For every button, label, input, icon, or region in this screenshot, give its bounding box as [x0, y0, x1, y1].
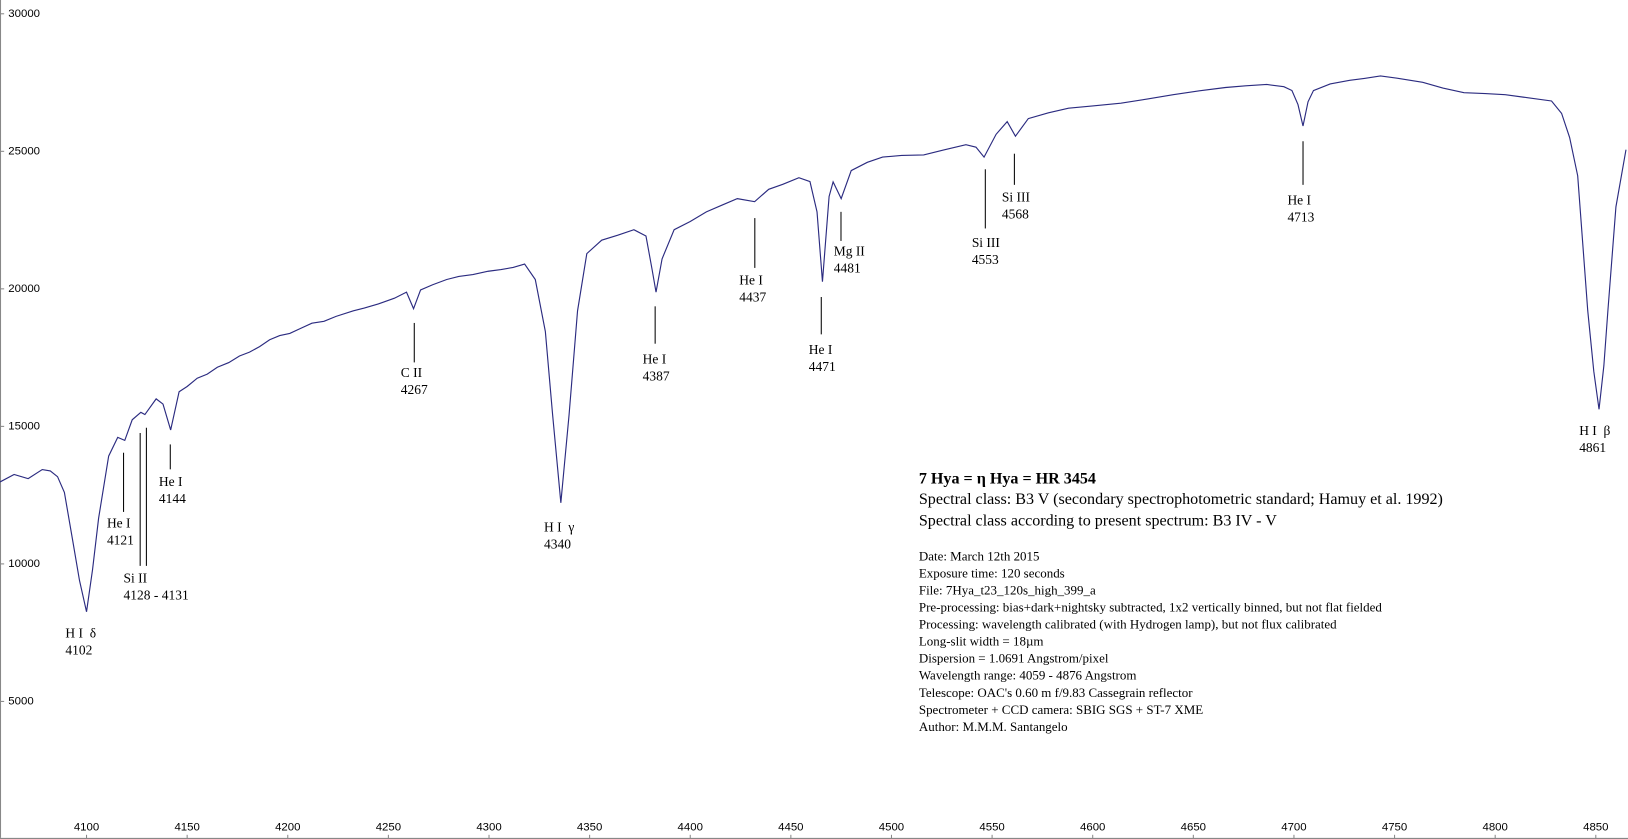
- y-tick-label: 5000: [8, 695, 33, 707]
- x-tick-label: 4100: [74, 822, 99, 834]
- x-tick-label: 4700: [1281, 822, 1306, 834]
- note-line: Exposure time: 120 seconds: [919, 566, 1065, 581]
- line-wavelength: 4121: [107, 533, 134, 548]
- line-species: He I: [809, 342, 833, 357]
- line-species: He I: [643, 351, 667, 366]
- note-line: File: 7Hya_t23_120s_high_399_a: [919, 583, 1096, 598]
- y-tick-label: 10000: [8, 558, 40, 570]
- line-species: H I γ: [544, 520, 574, 535]
- line-wavelength: 4437: [739, 290, 766, 305]
- note-line: Date: March 12th 2015: [919, 549, 1040, 564]
- line-wavelength: 4340: [544, 537, 571, 552]
- line-wavelength: 4144: [159, 491, 186, 506]
- line-species: He I: [1287, 193, 1311, 208]
- info-line: Spectral class according to present spec…: [919, 512, 1277, 529]
- note-line: Long-slit width = 18µm: [919, 634, 1044, 649]
- line-species: Si II: [124, 570, 148, 585]
- note-line: Spectrometer + CCD camera: SBIG SGS + ST…: [919, 702, 1203, 717]
- x-tick-label: 4400: [678, 822, 703, 834]
- note-line: Wavelength range: 4059 - 4876 Angstrom: [919, 668, 1137, 683]
- x-tick-label: 4650: [1181, 822, 1206, 834]
- x-tick-label: 4500: [879, 822, 904, 834]
- line-species: He I: [159, 474, 183, 489]
- note-line: Telescope: OAC's 0.60 m f/9.83 Cassegrai…: [919, 685, 1193, 700]
- line-species: H I β: [1579, 423, 1610, 438]
- line-species: He I: [107, 515, 131, 530]
- line-wavelength: 4128 - 4131: [124, 588, 189, 603]
- x-tick-label: 4450: [778, 822, 803, 834]
- x-tick-label: 4300: [476, 822, 501, 834]
- x-tick-label: 4350: [577, 822, 602, 834]
- line-species: He I: [739, 273, 763, 288]
- x-tick-label: 4250: [376, 822, 401, 834]
- note-line: Author: M.M.M. Santangelo: [919, 719, 1068, 734]
- spectrum-line: [0, 75, 1627, 612]
- line-species: H I δ: [65, 626, 96, 641]
- x-tick-label: 4550: [979, 822, 1004, 834]
- x-tick-label: 4600: [1080, 822, 1105, 834]
- x-tick-label: 4800: [1482, 822, 1507, 834]
- x-tick-label: 4200: [275, 822, 300, 834]
- line-wavelength: 4713: [1287, 210, 1314, 225]
- note-line: Processing: wavelength calibrated (with …: [919, 617, 1337, 632]
- line-wavelength: 4481: [834, 261, 861, 276]
- line-wavelength: 4861: [1579, 440, 1606, 455]
- line-species: Mg II: [834, 243, 866, 258]
- info-title: 7 Hya = η Hya = HR 3454: [919, 470, 1096, 487]
- line-wavelength: 4568: [1002, 207, 1029, 222]
- y-tick-label: 30000: [8, 8, 40, 20]
- info-line: Spectral class: B3 V (secondary spectrop…: [919, 491, 1443, 508]
- y-tick-label: 25000: [8, 145, 40, 157]
- note-line: Dispersion = 1.0691 Angstrom/pixel: [919, 651, 1109, 666]
- line-wavelength: 4102: [65, 643, 92, 658]
- line-species: Si III: [972, 235, 1001, 250]
- x-tick-label: 4850: [1583, 822, 1608, 834]
- y-tick-label: 15000: [8, 420, 40, 432]
- note-line: Pre-processing: bias+dark+nightsky subtr…: [919, 600, 1383, 615]
- line-species: C II: [401, 365, 423, 380]
- line-wavelength: 4471: [809, 359, 836, 374]
- line-wavelength: 4267: [401, 382, 428, 397]
- line-wavelength: 4387: [643, 369, 670, 384]
- x-tick-label: 4750: [1382, 822, 1407, 834]
- line-species: Si III: [1002, 189, 1031, 204]
- line-wavelength: 4553: [972, 252, 999, 267]
- x-tick-label: 4150: [174, 822, 199, 834]
- y-tick-label: 20000: [8, 283, 40, 295]
